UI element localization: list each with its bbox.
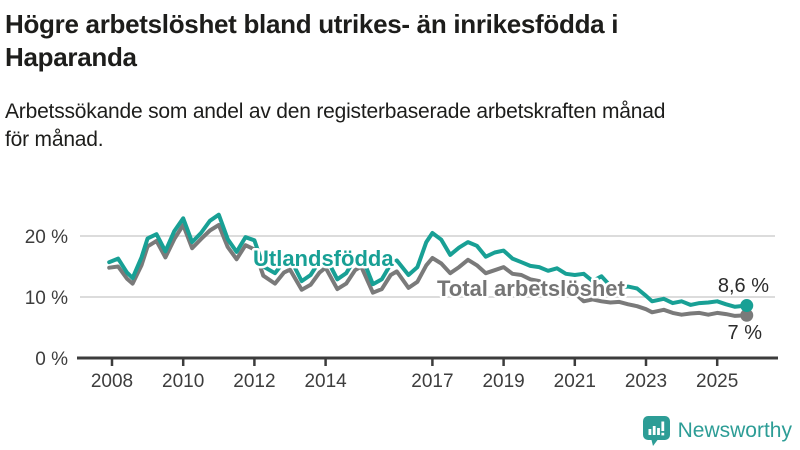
y-axis-tick-label: 10 % [25, 288, 68, 309]
newsworthy-wordmark: Newsworthy [677, 419, 792, 442]
series-label-total-arbetsloshet: Total arbetslöshet [437, 276, 626, 301]
newsworthy-icon [642, 416, 670, 446]
x-axis-tick-label: 2019 [482, 371, 524, 392]
unemployment-line-chart: 0 % 10 % 20 % 2008 2010 2012 2014 2017 2019 2021 2… [25, 212, 778, 392]
series-label-utlandsfodda: Utlandsfödda [253, 246, 394, 271]
x-axis-tick-label: 2021 [554, 371, 596, 392]
chart-title: Högre arbetslöshet bland utrikes- än inr… [5, 9, 619, 72]
chart-header: Högre arbetslöshet bland utrikes- än inr… [5, 0, 797, 154]
line-utlandsfodda [107, 212, 749, 309]
end-dot-utlandsfodda [740, 299, 754, 313]
x-axis-tick-label: 2023 [625, 371, 667, 392]
end-value-label-utlandsfodda: 8,6 % [718, 275, 769, 297]
x-axis-tick-label: 2014 [304, 371, 347, 392]
chart-subtitle: Arbetssökande som andel av den registerb… [5, 100, 666, 151]
y-axis-tick-label: 20 % [25, 227, 68, 248]
newsworthy-logo: Newsworthy [642, 416, 792, 446]
y-axis-tick-label: 0 % [35, 349, 68, 370]
x-axis-tick-label: 2012 [233, 371, 275, 392]
end-dot-total-arbetsloshet [740, 308, 754, 322]
x-axis-tick-label: 2008 [91, 371, 133, 392]
x-axis-tick-label: 2010 [162, 371, 204, 392]
x-axis-tick-label: 2017 [411, 371, 453, 392]
line-total-arbetsloshet [107, 223, 749, 318]
x-axis-tick-label: 2025 [696, 371, 738, 392]
end-value-label-total-arbetsloshet: 7 % [728, 322, 763, 344]
